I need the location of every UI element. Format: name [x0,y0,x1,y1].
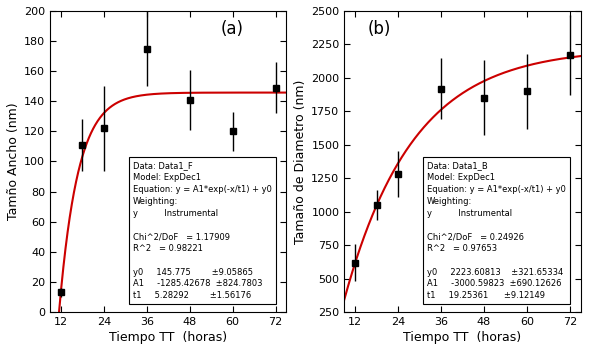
X-axis label: Tiempo TT  (horas): Tiempo TT (horas) [403,331,521,344]
Text: Data: Data1_B
Model: ExpDec1
Equation: y = A1*exp(-x/t1) + y0
Weighting:
y      : Data: Data1_B Model: ExpDec1 Equation: y… [427,161,566,300]
Text: (b): (b) [368,20,391,38]
Text: Data: Data1_F
Model: ExpDec1
Equation: y = A1*exp(-x/t1) + y0
Weighting:
y      : Data: Data1_F Model: ExpDec1 Equation: y… [133,161,272,300]
Y-axis label: Tamño Ancho (nm): Tamño Ancho (nm) [7,103,20,220]
Y-axis label: Tamaño de Diametro (nm): Tamaño de Diametro (nm) [294,79,307,244]
Text: (a): (a) [220,20,243,38]
X-axis label: Tiempo TT  (horas): Tiempo TT (horas) [109,331,228,344]
